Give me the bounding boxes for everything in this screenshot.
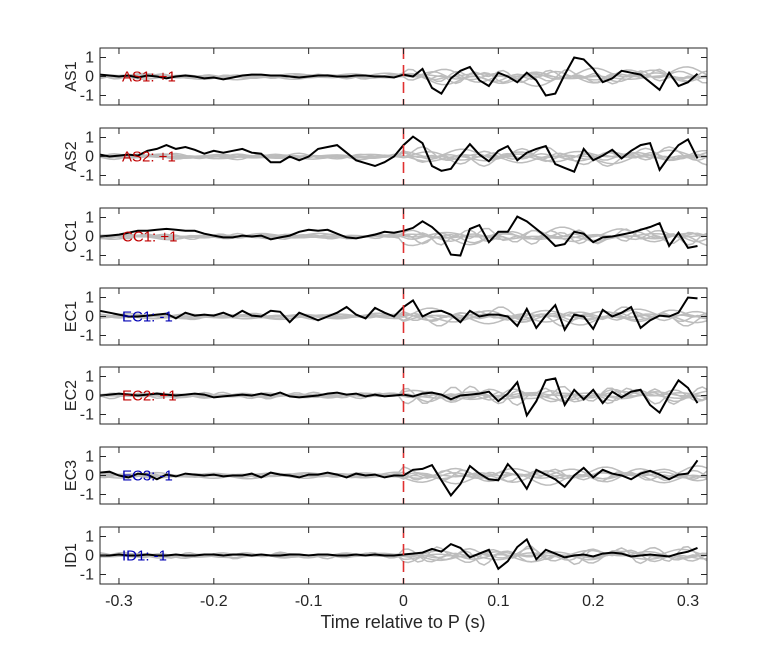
y-tick-label: 0 <box>85 229 94 246</box>
y-tick-label: -1 <box>80 567 94 584</box>
background-trace <box>100 153 707 161</box>
y-axis-label: EC1 <box>63 301 80 332</box>
x-tick-label: 0 <box>399 593 408 610</box>
background-trace <box>100 306 707 327</box>
y-tick-label: 1 <box>85 290 94 307</box>
waveform-line-as1 <box>100 56 699 97</box>
waveform-line-cc1 <box>100 215 698 257</box>
panel-cc1: -1 0 1 CC1 CC1: +1 <box>63 207 708 266</box>
waveform-line-ec1 <box>100 296 698 333</box>
polarity-label: AS2: +1 <box>122 149 176 166</box>
y-tick-label: 0 <box>85 149 94 166</box>
y-axis-label: AS1 <box>63 61 80 91</box>
y-tick-label: -1 <box>80 248 94 265</box>
x-tick-label: 0.2 <box>582 593 604 610</box>
y-tick-label: 0 <box>85 69 94 86</box>
waveform-line-ec3 <box>100 459 699 498</box>
x-tick-label: 0.3 <box>677 593 699 610</box>
y-tick-label: 0 <box>85 468 94 485</box>
y-axis-label: EC2 <box>63 380 80 411</box>
y-tick-label: -1 <box>80 407 94 424</box>
y-tick-label: 1 <box>85 529 94 546</box>
panel-id1: -1 0 1 ID1 ID1: -1 <box>63 526 708 585</box>
panel-ec2: -1 0 1 EC2 EC2: +1 <box>63 366 708 425</box>
y-tick-label: 1 <box>85 449 94 466</box>
y-tick-label: 0 <box>85 388 94 405</box>
y-tick-label: -1 <box>80 487 94 504</box>
panel-as2: -1 0 1 AS2 AS2: +1 <box>63 127 708 186</box>
x-tick-label: 0.1 <box>487 593 509 610</box>
y-tick-label: -1 <box>80 328 94 345</box>
waveform-line-as2 <box>100 135 699 173</box>
panels-group: -1 0 1 AS1 AS1: +1 -1 0 1 AS2 AS2: +1 -1 0 1 CC1 CC1: … <box>63 47 708 610</box>
y-tick-label: 1 <box>85 130 94 147</box>
polarity-label: EC3: -1 <box>122 468 173 485</box>
x-tick-label: -0.3 <box>105 593 133 610</box>
waveform-line-ec2 <box>100 377 699 418</box>
polarity-label: EC2: +1 <box>122 388 177 405</box>
panel-as1: -1 0 1 AS1 AS1: +1 <box>63 47 708 106</box>
polarity-label: EC1: -1 <box>122 309 173 326</box>
y-tick-label: 1 <box>85 50 94 67</box>
polarity-label: AS1: +1 <box>122 69 176 86</box>
background-trace <box>100 69 707 84</box>
y-axis-label: CC1 <box>63 220 80 252</box>
y-tick-label: 0 <box>85 309 94 326</box>
y-tick-label: -1 <box>80 168 94 185</box>
polarity-label: ID1: -1 <box>122 548 167 565</box>
waveform-line-id1 <box>100 537 698 571</box>
y-axis-label: EC3 <box>63 460 80 491</box>
y-axis-label: AS2 <box>63 141 80 171</box>
y-axis-label: ID1 <box>63 543 80 568</box>
x-tick-label: -0.1 <box>295 593 323 610</box>
panel-ec1: -1 0 1 EC1 EC1: -1 <box>63 287 708 346</box>
x-axis-label: Time relative to P (s) <box>320 612 485 632</box>
panel-ec3: -1 0 1 EC3 EC3: -1 <box>63 446 708 505</box>
y-tick-label: 1 <box>85 210 94 227</box>
background-trace <box>100 392 707 400</box>
polarity-label: CC1: +1 <box>122 229 177 246</box>
y-tick-label: 0 <box>85 548 94 565</box>
y-tick-label: 1 <box>85 369 94 386</box>
x-tick-label: -0.2 <box>200 593 228 610</box>
y-tick-label: -1 <box>80 88 94 105</box>
